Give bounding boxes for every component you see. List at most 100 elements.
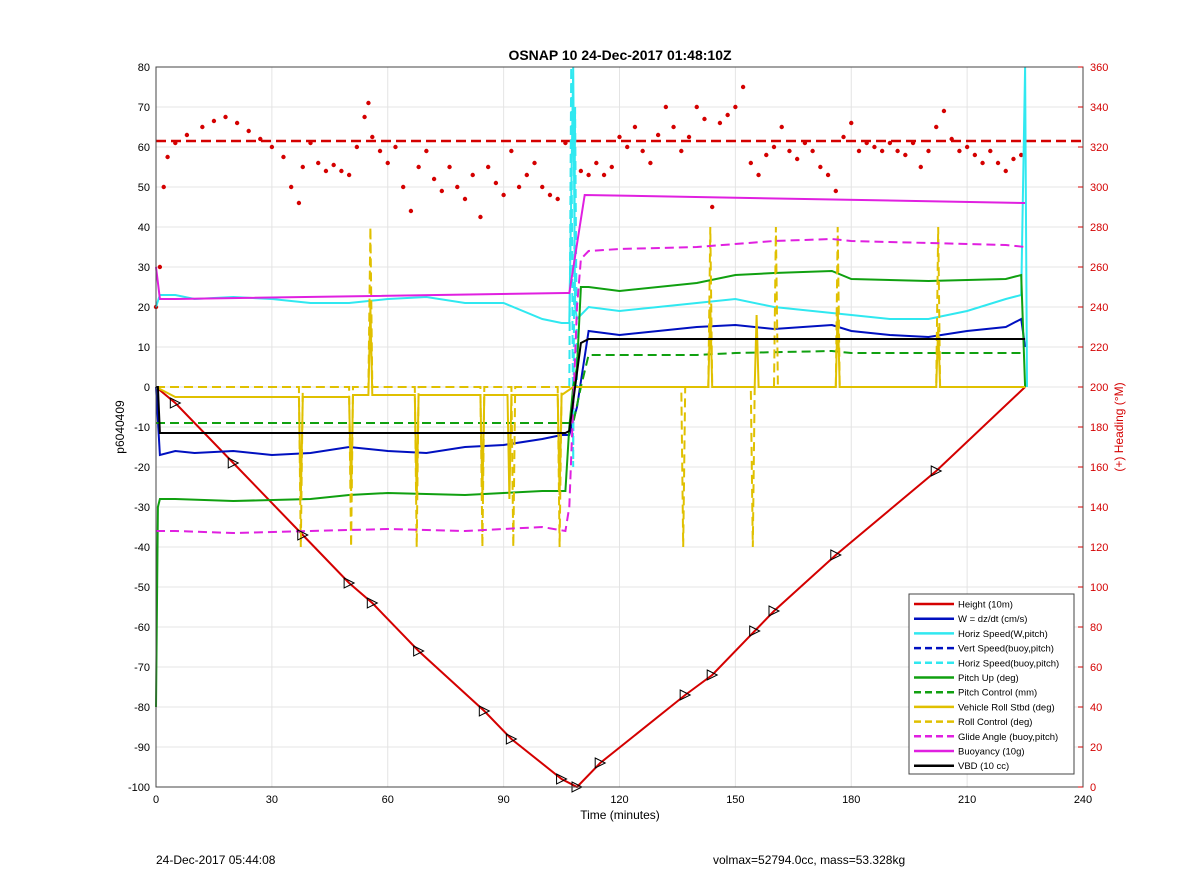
heading-point bbox=[771, 144, 777, 150]
heading-point bbox=[346, 172, 352, 178]
heading-point bbox=[478, 214, 483, 220]
heading-point bbox=[211, 118, 217, 124]
heading-point bbox=[663, 104, 669, 110]
y-tick-label: 0 bbox=[144, 382, 150, 394]
heading-point bbox=[601, 172, 607, 178]
right-y-tick-label: 200 bbox=[1090, 382, 1108, 394]
y-tick-label: -60 bbox=[134, 622, 150, 634]
height-marker bbox=[343, 577, 356, 589]
heading-point bbox=[849, 120, 854, 126]
heading-point bbox=[308, 140, 313, 146]
heading-point bbox=[439, 188, 445, 194]
right-y-tick-label: 240 bbox=[1090, 302, 1108, 314]
heading-point bbox=[281, 154, 286, 160]
heading-point bbox=[316, 160, 321, 166]
heading-point bbox=[995, 160, 1001, 166]
heading-point bbox=[640, 148, 645, 154]
series-line-0 bbox=[155, 386, 1026, 789]
x-tick-labels: 0 30 60 90 120 150 180 210 240 bbox=[153, 794, 1092, 806]
heading-point bbox=[964, 144, 970, 150]
heading-point bbox=[764, 152, 769, 158]
heading-point bbox=[926, 148, 931, 154]
heading-point bbox=[200, 124, 205, 130]
height-marker bbox=[505, 733, 518, 745]
heading-point bbox=[879, 148, 885, 154]
height-marker bbox=[749, 625, 761, 637]
heading-point bbox=[455, 184, 460, 190]
heading-point bbox=[980, 160, 985, 166]
y-tick-label: -10 bbox=[134, 422, 150, 434]
right-y-tick-label: 60 bbox=[1090, 662, 1102, 674]
y-tick-labels: -100-90-80-70-60-50-40-30-20-10010203040… bbox=[128, 62, 150, 794]
series-line-11 bbox=[156, 338, 1026, 434]
heading-point bbox=[1011, 156, 1016, 162]
legend-label: Horiz Speed(buoy,pitch) bbox=[958, 658, 1059, 669]
heading-point bbox=[563, 140, 568, 146]
heading-point bbox=[671, 124, 676, 130]
heading-point bbox=[424, 148, 429, 154]
heading-point bbox=[524, 172, 529, 178]
heading-point bbox=[300, 164, 305, 170]
legend-label: Pitch Control (mm) bbox=[958, 688, 1037, 699]
height-marker bbox=[297, 529, 309, 541]
heading-point bbox=[794, 156, 800, 162]
height-marker bbox=[594, 757, 607, 769]
legend-label: Horiz Speed(W,pitch) bbox=[958, 629, 1048, 640]
heading-point bbox=[617, 134, 622, 140]
x-tick-label: 0 bbox=[153, 794, 159, 806]
heading-point bbox=[903, 152, 908, 158]
y-tick-label: -30 bbox=[134, 502, 150, 514]
series-line-4 bbox=[568, 66, 578, 468]
legend-label: VBD (10 cc) bbox=[958, 761, 1009, 772]
right-y-tick-label: 40 bbox=[1090, 702, 1102, 714]
heading-point bbox=[501, 192, 506, 198]
heading-point bbox=[748, 160, 754, 166]
y-tick-label: -90 bbox=[134, 742, 150, 754]
y-tick-label: 10 bbox=[138, 342, 150, 354]
x-tick-label: 120 bbox=[610, 794, 628, 806]
y-tick-label: -70 bbox=[134, 662, 150, 674]
heading-point bbox=[323, 168, 329, 174]
heading-point bbox=[810, 148, 815, 154]
series-line-10 bbox=[155, 193, 1026, 300]
heading-point bbox=[702, 116, 707, 122]
heading-point bbox=[509, 148, 514, 154]
heading-point bbox=[779, 124, 784, 130]
heading-point bbox=[470, 172, 475, 178]
series-line-5 bbox=[155, 269, 1027, 708]
right-y-tick-label: 260 bbox=[1090, 262, 1108, 274]
height-marker bbox=[679, 689, 692, 701]
heading-point bbox=[1019, 152, 1024, 158]
heading-point bbox=[288, 184, 294, 190]
heading-point bbox=[416, 164, 421, 170]
heading-point bbox=[331, 162, 336, 168]
heading-point bbox=[972, 152, 978, 158]
heading-point bbox=[949, 136, 954, 142]
legend-label: Pitch Up (deg) bbox=[958, 673, 1019, 684]
heading-point bbox=[733, 104, 738, 110]
heading-point bbox=[485, 164, 491, 170]
x-tick-label: 180 bbox=[842, 794, 860, 806]
heading-point bbox=[354, 144, 360, 150]
x-tick-label: 90 bbox=[498, 794, 510, 806]
height-marker bbox=[366, 597, 379, 609]
y-tick-label: 80 bbox=[138, 62, 150, 74]
legend-label: Height (10m) bbox=[958, 600, 1013, 611]
heading-point bbox=[516, 184, 522, 190]
heading-point bbox=[578, 168, 584, 174]
series-layer bbox=[153, 66, 1083, 793]
legend-box bbox=[908, 593, 1075, 775]
series-line-2 bbox=[155, 66, 1028, 388]
series-line-8 bbox=[156, 226, 1026, 548]
x-tick-label: 150 bbox=[726, 794, 744, 806]
chart-title: OSNAP 10 24-Dec-2017 01:48:10Z bbox=[508, 47, 732, 63]
heading-point bbox=[717, 120, 723, 126]
heading-point bbox=[269, 144, 275, 150]
height-marker bbox=[930, 465, 943, 477]
heading-point bbox=[679, 148, 684, 154]
heading-point bbox=[547, 192, 553, 198]
heading-point bbox=[173, 140, 178, 146]
height-marker bbox=[830, 549, 842, 561]
heading-point bbox=[184, 132, 190, 138]
